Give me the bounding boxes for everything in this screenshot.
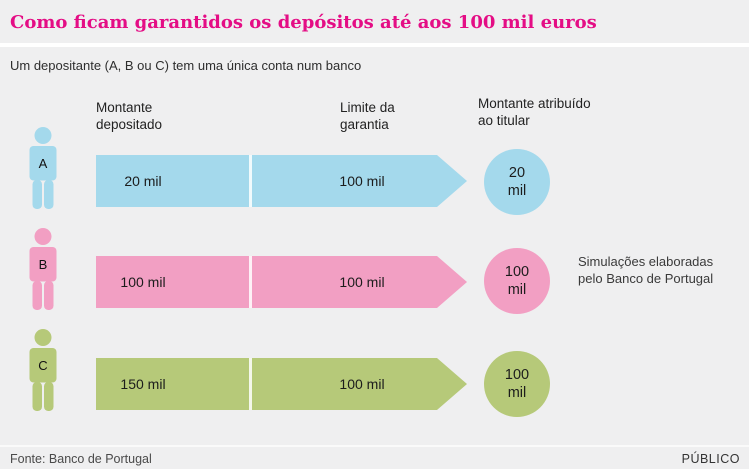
limit-value: 100 mil [339, 274, 385, 290]
deposited-value: 20 mil [124, 173, 162, 189]
person-label: B [38, 257, 48, 272]
deposited-value: 150 mil [120, 376, 166, 392]
column-header-limit: Limite da garantia [340, 100, 395, 132]
deposited-value: 100 mil [120, 274, 166, 290]
guarantee-arrow: 150 mil 100 mil [96, 358, 467, 410]
person-a-icon [29, 127, 57, 209]
column-header-attributed: Montante atribuído ao titular [478, 96, 591, 128]
person-icon: C [28, 329, 58, 411]
segment-divider [249, 256, 252, 308]
column-header-deposited: Montante depositado [96, 100, 163, 132]
publication-brand: PÚBLICO [681, 452, 740, 466]
footer-divider [0, 445, 749, 447]
attributed-amount-badge: 20 mil [484, 149, 550, 215]
title-divider [0, 43, 749, 47]
person-b-icon [29, 228, 57, 310]
simulation-note: Simulações elaboradas pelo Banco de Port… [578, 254, 714, 286]
subtitle: Um depositante (A, B ou C) tem uma única… [10, 58, 362, 73]
person-label: C [38, 358, 48, 373]
attributed-amount-badge: 100 mil [484, 351, 550, 417]
person-c-icon [29, 329, 57, 411]
guarantee-arrow: 100 mil 100 mil [96, 256, 467, 308]
page-title: Como ficam garantidos os depósitos até a… [10, 12, 597, 33]
segment-divider [249, 155, 252, 207]
source-credit: Fonte: Banco de Portugal [10, 452, 152, 466]
limit-value: 100 mil [339, 376, 385, 392]
attributed-amount-badge: 100 mil [484, 248, 550, 314]
limit-value: 100 mil [339, 173, 385, 189]
person-icon: A [28, 127, 58, 209]
guarantee-arrow: 20 mil 100 mil [96, 155, 467, 207]
person-label: A [38, 156, 48, 171]
segment-divider [249, 358, 252, 410]
person-icon: B [28, 228, 58, 310]
